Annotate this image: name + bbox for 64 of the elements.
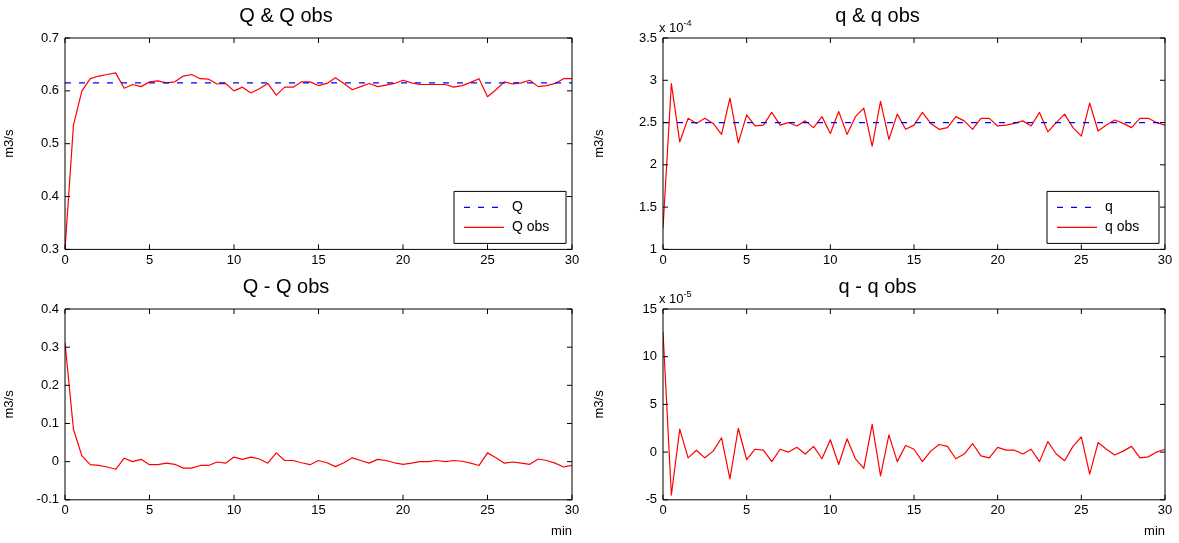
x-tick-label: 25: [1074, 502, 1089, 518]
x-tick-label: 20: [990, 251, 1005, 267]
legend-label: q: [1105, 198, 1113, 215]
x-tick-label: 5: [743, 502, 751, 518]
x-tick-label: 0: [61, 502, 69, 518]
y-tick-label: 0.4: [40, 188, 59, 204]
x-tick-label: 0: [659, 251, 667, 267]
x-tick-label: 10: [823, 502, 838, 518]
x-tick-label: 20: [395, 502, 411, 518]
x-tick-label: 30: [564, 502, 580, 518]
x-tick-label: 10: [226, 502, 242, 518]
y-tick-label: 0.1: [40, 415, 59, 431]
y-tick-label: 2.5: [638, 114, 657, 130]
x-axis-title: min: [551, 522, 572, 538]
x-tick-label: 15: [906, 502, 922, 518]
x-tick-label: 15: [311, 251, 326, 267]
chart-title: Q - Q obs: [242, 274, 330, 297]
x-tick-label: 10: [823, 251, 838, 267]
x-tick-label: 30: [1157, 502, 1173, 518]
y-tick-label: 0.3: [40, 240, 59, 256]
y-tick-label: 3.5: [638, 29, 657, 45]
x-tick-label: 0: [61, 251, 69, 267]
y-axis-title: m3/s: [1, 389, 17, 419]
y-tick-label: 3: [649, 71, 657, 87]
y-tick-label: -5: [645, 491, 657, 507]
y-tick-label: 0: [649, 443, 657, 459]
legend-label: Q obs: [512, 218, 550, 235]
legend-label: q obs: [1105, 218, 1140, 235]
x-tick-label: 0: [659, 502, 667, 518]
x-axis-title: min: [1144, 522, 1165, 538]
x-tick-label: 15: [906, 251, 922, 267]
y-tick-label: 15: [642, 300, 657, 316]
x-tick-label: 5: [743, 251, 751, 267]
x-tick-label: 20: [395, 251, 411, 267]
y-tick-label: 5: [649, 395, 657, 411]
y-tick-label: 10: [642, 348, 657, 364]
legend-label: Q: [512, 198, 523, 215]
chart-title: Q & Q obs: [239, 3, 333, 26]
x-tick-label: 25: [1074, 251, 1089, 267]
chart-title: q & q obs: [835, 3, 920, 26]
y-tick-label: 0.4: [40, 300, 59, 316]
y-tick-label: 1.5: [638, 198, 657, 214]
y-axis-title: m3/s: [591, 389, 607, 419]
x-tick-label: 15: [311, 502, 326, 518]
chart-title: q - q obs: [838, 274, 917, 297]
x-tick-label: 25: [480, 251, 495, 267]
y-axis-title: m3/s: [591, 129, 607, 158]
y-tick-label: 0.5: [40, 135, 59, 151]
y-axis-title: m3/s: [1, 129, 17, 158]
x-tick-label: 25: [480, 502, 495, 518]
x-tick-label: 5: [145, 502, 154, 518]
x-tick-label: 30: [564, 251, 580, 267]
y-tick-label: 1: [649, 240, 657, 256]
y-tick-label: -0.1: [36, 491, 59, 507]
x-tick-label: 20: [990, 502, 1005, 518]
x-tick-label: 30: [1157, 251, 1173, 267]
y-tick-label: 0.2: [40, 376, 59, 392]
x-tick-label: 5: [145, 251, 154, 267]
y-tick-label: 0.7: [40, 29, 59, 45]
x-tick-label: 10: [226, 251, 242, 267]
y-tick-label: 0: [51, 453, 59, 469]
y-tick-label: 0.6: [40, 82, 59, 98]
y-tick-label: 2: [649, 156, 657, 172]
y-tick-label: 0.3: [40, 338, 59, 354]
